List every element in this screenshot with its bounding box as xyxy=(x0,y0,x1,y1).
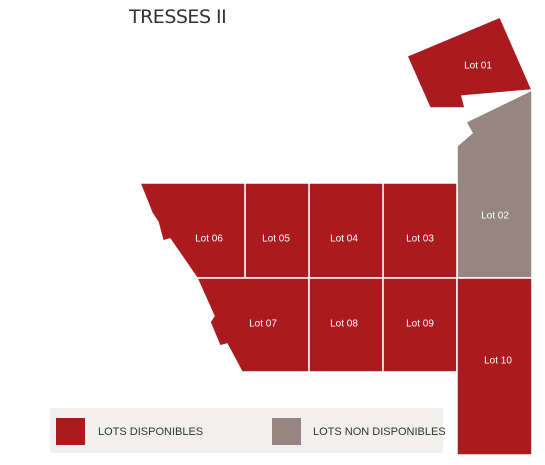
page-title: TRESSES II xyxy=(129,6,227,28)
legend-available-swatch xyxy=(56,418,85,445)
lot-10-shape[interactable] xyxy=(456,277,533,456)
lot-03-shape[interactable] xyxy=(382,182,458,279)
lot-01-shape[interactable] xyxy=(406,16,534,109)
lot-07-shape[interactable] xyxy=(195,277,310,373)
legend-unavailable-label: LOTS NON DISPONIBLES xyxy=(313,426,446,438)
legend-unavailable-swatch xyxy=(272,418,301,445)
lot-06-shape[interactable] xyxy=(138,182,246,279)
legend: LOTS DISPONIBLES LOTS NON DISPONIBLES xyxy=(50,408,446,453)
legend-available-label: LOTS DISPONIBLES xyxy=(98,426,204,438)
lot-05-shape[interactable] xyxy=(244,182,310,279)
lot-09-shape[interactable] xyxy=(382,277,458,373)
lot-02-shape[interactable] xyxy=(456,88,533,279)
lot-08-shape[interactable] xyxy=(308,277,384,373)
lot-04-shape[interactable] xyxy=(308,182,384,279)
